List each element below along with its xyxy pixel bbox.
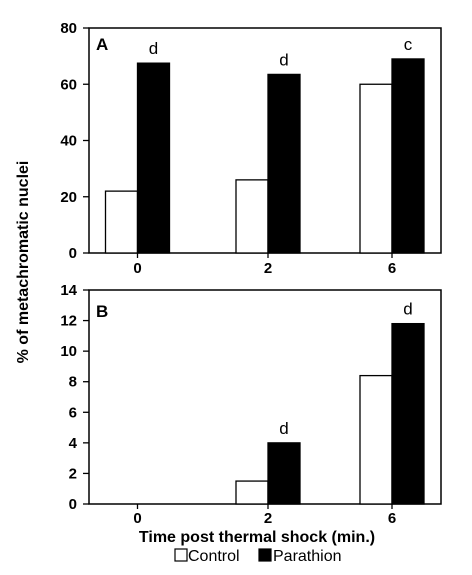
panel-b-ytick-label: 12: [60, 313, 77, 330]
x-axis-title: Time post thermal shock (min.): [139, 529, 375, 546]
panel-a: A d d c 0 20 40 60 80 0 2 6: [60, 20, 442, 277]
panel-b-bars: dd: [235, 300, 425, 505]
panel-b-label: B: [96, 302, 108, 321]
panel-a-significance-label: d: [149, 39, 158, 58]
panel-a-ytick-label: 20: [60, 189, 77, 206]
panel-a-bars: ddc: [104, 35, 425, 254]
panel-a-bar-control: [104, 190, 139, 254]
legend-label-control: Control: [188, 548, 240, 565]
panel-b-bar-parathion: [267, 442, 301, 505]
panel-a-significance-label: c: [404, 35, 413, 54]
panel-b-ytick-label: 4: [69, 435, 78, 452]
legend-label-parathion: Parathion: [273, 548, 342, 565]
panel-b-bar-parathion: [391, 322, 425, 505]
panel-b-bar-control: [235, 480, 269, 505]
panel-b-ytick-label: 2: [69, 465, 77, 482]
panel-a-ticks: 0 20 40 60 80 0 2 6: [60, 20, 396, 277]
panel-b-bar-control: [359, 374, 393, 505]
panel-b-ytick-label: 8: [69, 374, 77, 391]
panel-b-ytick-label: 6: [69, 404, 77, 421]
panel-a-bar-control: [235, 179, 269, 254]
panel-b-ytick-label: 0: [69, 496, 77, 513]
panel-a-bar-control: [359, 83, 393, 254]
panel-a-bar-parathion: [136, 62, 171, 254]
panel-b-xtick-label: 6: [388, 510, 396, 527]
panel-b-ticks: 0 2 4 6 8 10 12 14 0 2 6: [60, 282, 396, 527]
panel-b-xtick-label: 0: [133, 510, 141, 527]
panel-a-xtick-label: 0: [133, 260, 141, 277]
panel-b-ytick-label: 10: [60, 343, 77, 360]
panel-a-label: A: [96, 35, 108, 54]
panel-a-ytick-label: 40: [60, 133, 77, 150]
panel-a-significance-label: d: [279, 50, 288, 69]
y-axis-title: % of metachromatic nuclei: [15, 161, 32, 364]
panel-a-xtick-label: 2: [264, 260, 272, 277]
panel-a-bar-parathion: [267, 73, 301, 254]
panel-a-ytick-label: 60: [60, 76, 77, 93]
panel-a-ytick-label: 80: [60, 20, 77, 37]
panel-a-ytick-label: 0: [69, 245, 77, 262]
legend-swatch-parathion: [258, 548, 272, 562]
legend: Control Parathion: [174, 548, 342, 565]
panel-b-xtick-label: 2: [264, 510, 272, 527]
legend-swatch-control: [174, 548, 188, 562]
panel-b-significance-label: d: [279, 419, 288, 438]
panel-a-bar-parathion: [391, 58, 425, 254]
panel-b-significance-label: d: [403, 300, 412, 319]
panel-a-xtick-label: 6: [388, 260, 396, 277]
panel-b-ytick-label: 14: [60, 282, 77, 299]
